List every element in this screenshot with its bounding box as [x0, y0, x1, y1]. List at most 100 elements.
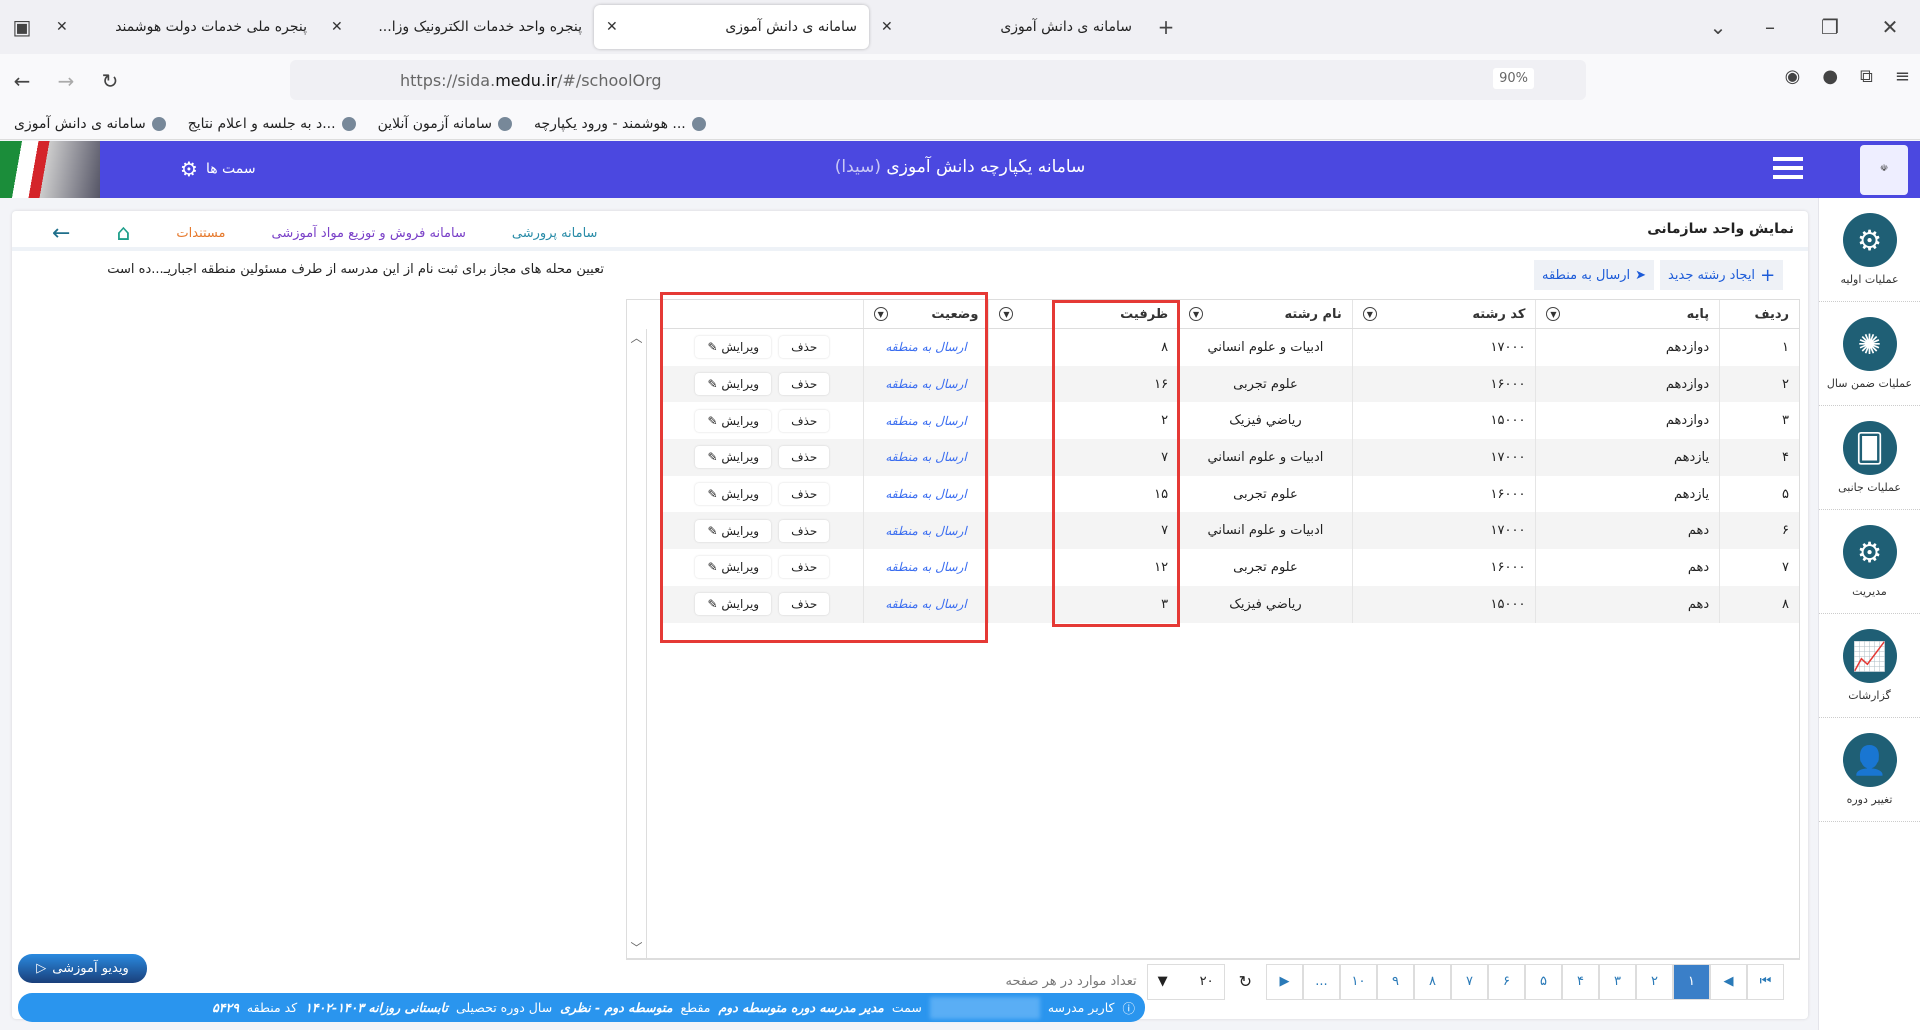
close-tab-icon[interactable]: ✕ [606, 19, 618, 35]
page-button[interactable]: ۱ [1673, 963, 1710, 1000]
tab-list-icon[interactable]: ▣ [12, 15, 32, 39]
col-header[interactable]: کد رشته ▼ [1351, 300, 1536, 328]
back-arrow-icon[interactable]: ← [52, 221, 71, 246]
parvaresh-system-link[interactable]: سامانه پرورشی [511, 226, 598, 241]
edit-button[interactable]: ویرایش ✎ [695, 556, 772, 579]
send-to-region-link[interactable]: ارسال به منطقه [885, 413, 967, 428]
sidebar-item-change-period[interactable]: 👤 تغییر دوره [1819, 718, 1920, 822]
roles-button[interactable]: ⚙ سمت ها [180, 157, 256, 181]
next-page-button[interactable]: ◀ [1710, 963, 1747, 1000]
reload-icon[interactable]: ↻ [101, 69, 119, 93]
new-field-button[interactable]: + ایجاد رشته جدید [1660, 260, 1784, 290]
url-bar[interactable]: https://sida. medu.ir/#/schoolOrg 90% [290, 60, 1586, 100]
home-icon[interactable]: ⌂ [116, 221, 131, 246]
filter-icon[interactable]: ▼ [1546, 307, 1561, 321]
pocket-icon[interactable]: ◉ [1784, 66, 1801, 87]
sidebar-item-side-ops[interactable]: 🂠 عملیات جانبی [1819, 406, 1920, 510]
page-size-select[interactable]: ▼ ۲۰ [1146, 963, 1225, 1000]
edit-button[interactable]: ویرایش ✎ [695, 519, 772, 542]
menu-icon[interactable]: ≡ [1894, 66, 1910, 87]
edit-button[interactable]: ویرایش ✎ [695, 446, 772, 469]
page-button[interactable]: ۳ [1599, 963, 1636, 1000]
send-to-region-link[interactable]: ارسال به منطقه [885, 377, 967, 392]
bookmark-2[interactable]: سامانه آزمون آنلاین [378, 116, 512, 132]
sidebar-item-initial-ops[interactable]: ⚙ عملیات اولیه [1819, 198, 1920, 302]
minimize-icon[interactable]: – [1765, 15, 1775, 39]
page-button[interactable]: ۶ [1488, 963, 1525, 1000]
bookmark-0[interactable]: سامانه ی دانش آموزی [14, 116, 166, 132]
sidebar-item-management[interactable]: ⚙ مدیریت [1819, 510, 1920, 614]
bookmark-3[interactable]: ... هوشمند - ورود یکپارچه [534, 116, 706, 132]
account-icon[interactable]: ● [1822, 66, 1839, 87]
forward-icon[interactable]: → [57, 69, 75, 93]
send-to-region-link[interactable]: ارسال به منطقه [885, 340, 967, 355]
delete-button[interactable]: حذف [779, 373, 830, 396]
send-to-region-link[interactable]: ارسال به منطقه [885, 560, 967, 575]
delete-button[interactable]: حذف [779, 409, 830, 432]
col-header[interactable]: پایه ▼ [1535, 300, 1719, 328]
filter-icon[interactable]: ▼ [999, 307, 1014, 321]
tutorial-video-button[interactable]: ویدیو آموزشی ▷ [18, 954, 147, 983]
page-button[interactable]: ۲ [1636, 963, 1673, 1000]
edit-button[interactable]: ویرایش ✎ [695, 373, 772, 396]
cell-code: ۱۶۰۰۰ [1351, 549, 1536, 586]
new-tab-icon[interactable]: + [1157, 15, 1175, 39]
region-label: کد منطقه [246, 1000, 298, 1015]
send-to-region-link[interactable]: ارسال به منطقه [885, 450, 967, 465]
close-tab-icon[interactable]: ✕ [881, 19, 893, 35]
edit-button[interactable]: ویرایش ✎ [695, 336, 772, 359]
scroll-down-icon[interactable]: ﹀ [630, 941, 643, 955]
col-header[interactable]: وضعیت ▼ [862, 300, 989, 328]
emblem-icon [691, 116, 706, 131]
zoom-level[interactable]: 90% [1493, 68, 1534, 89]
edit-button[interactable]: ویرایش ✎ [695, 593, 772, 616]
delete-button[interactable]: حذف [779, 483, 830, 506]
page-button[interactable]: ... [1303, 963, 1340, 1000]
edit-button[interactable]: ویرایش ✎ [695, 409, 772, 432]
close-tab-icon[interactable]: ✕ [331, 19, 343, 35]
col-header[interactable]: نام رشته ▼ [1178, 300, 1352, 328]
page-button[interactable]: ۵ [1525, 963, 1562, 1000]
refresh-icon[interactable]: ↻ [1238, 972, 1252, 991]
bookmark-1[interactable]: ...د به جلسه و اعلام نتایج [188, 116, 356, 132]
restore-icon[interactable]: ❐ [1821, 15, 1839, 39]
col-header[interactable]: ظرفیت ▼ [988, 300, 1178, 328]
chevron-down-icon[interactable]: ⌄ [1709, 15, 1727, 39]
sidebar-item-yearly-ops[interactable]: ✺ عملیات ضمن سال [1819, 302, 1920, 406]
scroll-up-icon[interactable]: ︿ [630, 331, 643, 345]
tab-1[interactable]: پنجره واحد خدمات الکترونیک وزا... ✕ [319, 5, 594, 49]
send-to-region-link[interactable]: ارسال به منطقه [885, 487, 967, 502]
page-button[interactable]: ۱۰ [1340, 963, 1377, 1000]
prev-page-button[interactable]: ▶ [1266, 963, 1303, 1000]
filter-icon[interactable]: ▼ [1189, 307, 1204, 321]
close-tab-icon[interactable]: ✕ [56, 19, 68, 35]
delete-button[interactable]: حذف [779, 519, 830, 542]
delete-button[interactable]: حذف [779, 336, 830, 359]
delete-button[interactable]: حذف [779, 556, 830, 579]
last-page-button[interactable]: ⏮ [1747, 963, 1784, 1000]
page-button[interactable]: ۴ [1562, 963, 1599, 1000]
send-to-region-link[interactable]: ارسال به منطقه [885, 597, 967, 612]
extensions-icon[interactable]: ⧉ [1860, 66, 1873, 87]
table-scrollbar[interactable]: ︿ ﹀ [627, 329, 647, 958]
filter-icon[interactable]: ▼ [1362, 307, 1377, 321]
tab-3[interactable]: سامانه ی دانش آموزی ✕ [869, 5, 1144, 49]
sidebar-item-reports[interactable]: 📈 گزارشات [1819, 614, 1920, 718]
back-icon[interactable]: ← [13, 69, 31, 93]
edit-button[interactable]: ویرایش ✎ [695, 483, 772, 506]
cell-grade: دوازدهم [1535, 329, 1719, 366]
delete-button[interactable]: حذف [779, 593, 830, 616]
hamburger-menu-icon[interactable] [1773, 157, 1803, 179]
tab-2[interactable]: سامانه ی دانش آموزی ✕ [594, 5, 869, 49]
sales-system-link[interactable]: سامانه فروش و توزیع مواد آموزشی [271, 226, 466, 241]
send-to-region-link[interactable]: ارسال به منطقه [885, 523, 967, 538]
send-to-region-button[interactable]: ➤ ارسال به منطقه [1534, 260, 1655, 290]
page-button[interactable]: ۷ [1451, 963, 1488, 1000]
close-window-icon[interactable]: ✕ [1881, 15, 1899, 39]
filter-icon[interactable]: ▼ [873, 307, 888, 321]
page-button[interactable]: ۸ [1414, 963, 1451, 1000]
tab-0[interactable]: پنجره ملی خدمات دولت هوشمند ✕ [44, 5, 319, 49]
docs-link[interactable]: مستندات [176, 226, 226, 241]
delete-button[interactable]: حذف [779, 446, 830, 469]
page-button[interactable]: ۹ [1377, 963, 1414, 1000]
